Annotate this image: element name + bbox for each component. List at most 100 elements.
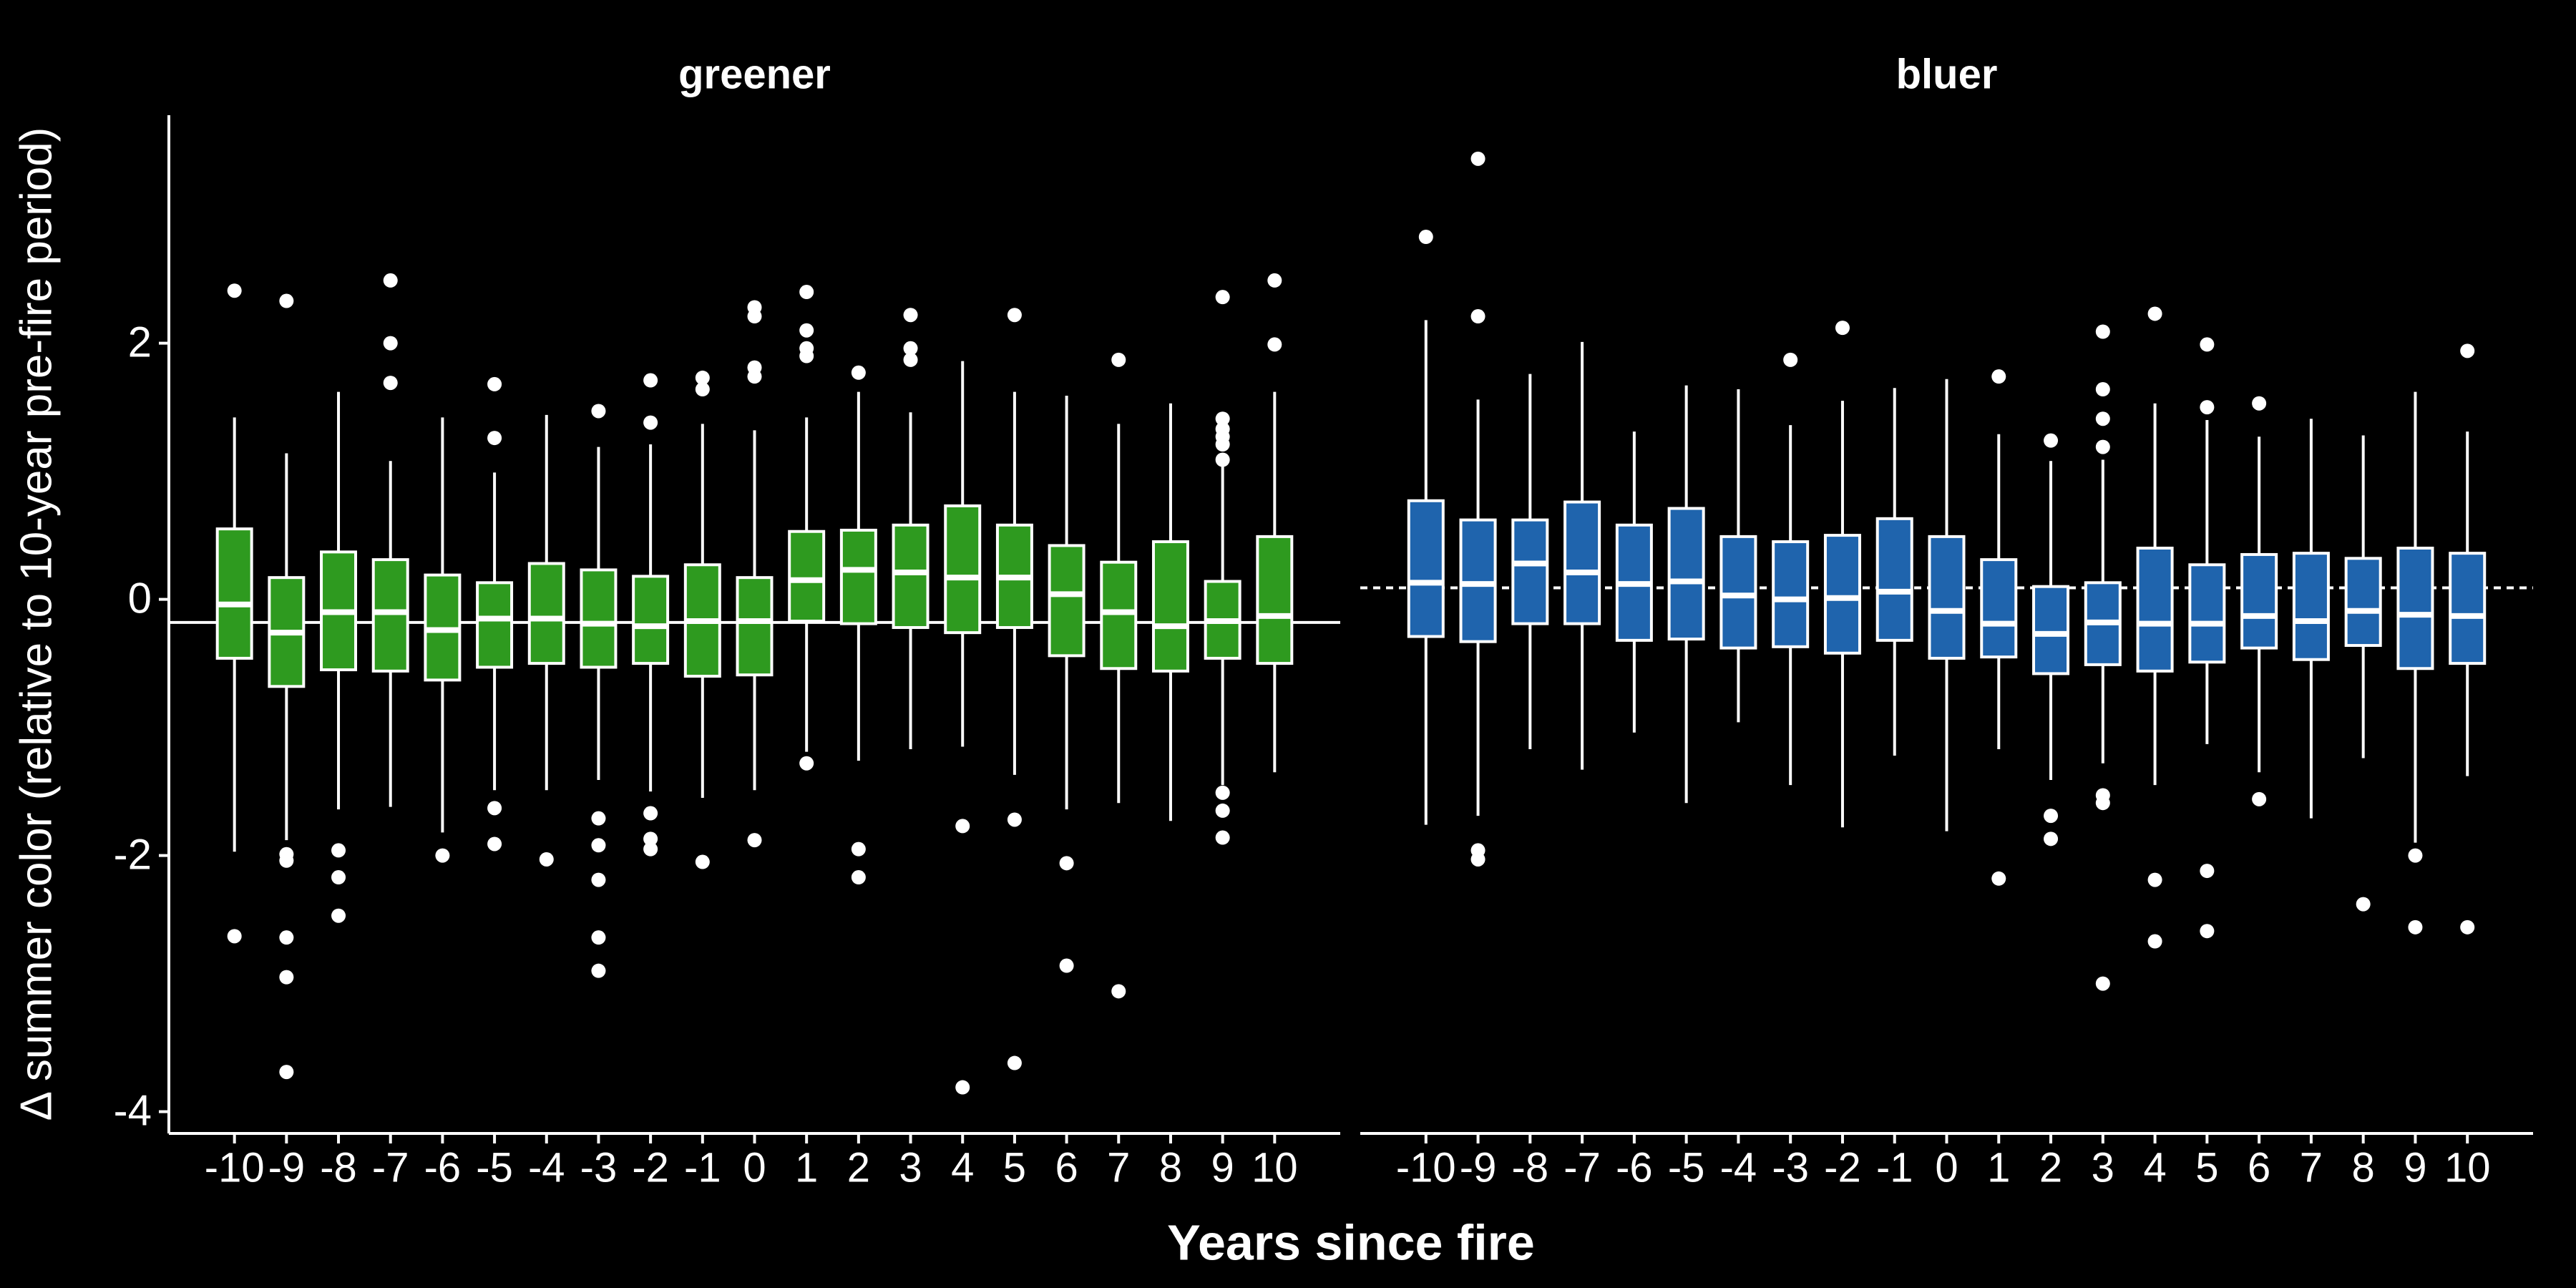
box <box>632 575 670 665</box>
outlier <box>1418 230 1433 245</box>
outlier <box>1007 308 1022 323</box>
box <box>2188 563 2226 664</box>
box <box>944 504 982 635</box>
box <box>892 523 930 629</box>
outlier <box>955 1080 970 1095</box>
outlier <box>591 838 606 853</box>
outlier <box>747 309 762 324</box>
x-tick-label: 0 <box>1935 1144 1958 1191</box>
x-tick-label: 4 <box>2143 1144 2166 1191</box>
x-tick-label: -6 <box>424 1144 462 1191</box>
box <box>527 562 565 665</box>
outlier <box>1059 856 1074 871</box>
outlier <box>2095 976 2110 991</box>
x-tick-label: -4 <box>528 1144 565 1191</box>
outlier <box>487 801 502 816</box>
outlier <box>383 336 398 351</box>
outlier <box>2408 848 2423 863</box>
outlier <box>279 930 294 945</box>
x-tick-label: -4 <box>1720 1144 1757 1191</box>
outlier <box>331 870 346 885</box>
box <box>839 528 877 625</box>
outlier <box>643 373 658 388</box>
x-tick-label: 2 <box>2039 1144 2062 1191</box>
outlier <box>1470 151 1485 166</box>
outlier <box>2095 382 2110 397</box>
outlier <box>1267 337 1282 352</box>
outlier <box>1470 309 1485 324</box>
outlier <box>799 323 814 338</box>
x-tick-label: -5 <box>476 1144 513 1191</box>
x-axis-label: Years since fire <box>1167 1214 1535 1270</box>
x-tick-label: 2 <box>847 1144 870 1191</box>
box <box>1823 534 1861 655</box>
outlier <box>903 341 918 356</box>
outlier <box>591 963 606 978</box>
outlier <box>2200 924 2215 939</box>
x-tick-label: -8 <box>1512 1144 1549 1191</box>
x-tick-label: 6 <box>1055 1144 1078 1191</box>
box <box>2032 585 2070 675</box>
outlier <box>1783 352 1798 367</box>
outlier <box>747 833 762 848</box>
box <box>1407 499 1445 638</box>
outlier <box>1007 812 1022 827</box>
x-tick-label: 9 <box>2404 1144 2426 1191</box>
outlier <box>2044 433 2059 448</box>
y-tick-label: -4 <box>114 1086 152 1134</box>
outlier <box>2095 411 2110 426</box>
outlier <box>1215 437 1230 452</box>
outlier <box>2095 796 2110 811</box>
outlier <box>1835 321 1850 336</box>
outlier <box>747 369 762 384</box>
x-tick-label: -7 <box>372 1144 409 1191</box>
outlier <box>591 930 606 945</box>
x-tick-label: 10 <box>1252 1144 1298 1191</box>
outlier <box>2095 439 2110 454</box>
box <box>2292 552 2330 661</box>
panel-title: bluer <box>1896 51 1998 97</box>
outlier <box>591 872 606 887</box>
x-tick-label: 3 <box>899 1144 922 1191</box>
outlier <box>2147 306 2162 321</box>
box <box>1719 535 1757 650</box>
x-tick-label: -1 <box>1876 1144 1913 1191</box>
outlier <box>2460 343 2475 358</box>
y-tick-label: 0 <box>128 574 152 622</box>
x-tick-label: 8 <box>1159 1144 1182 1191</box>
x-tick-label: 4 <box>951 1144 974 1191</box>
box <box>1459 518 1497 643</box>
outlier <box>643 831 658 847</box>
outlier <box>487 431 502 446</box>
outlier <box>2252 791 2267 806</box>
x-tick-label: 6 <box>2248 1144 2270 1191</box>
outlier <box>1267 273 1282 288</box>
outlier <box>1111 984 1126 999</box>
outlier <box>1111 352 1126 367</box>
box <box>1256 535 1294 665</box>
box <box>1151 540 1189 673</box>
x-tick-label: -3 <box>1772 1144 1809 1191</box>
x-tick-label: -10 <box>1396 1144 1456 1191</box>
outlier <box>1215 411 1230 426</box>
y-tick-label: 2 <box>128 318 152 366</box>
x-tick-label: -1 <box>684 1144 721 1191</box>
x-tick-label: 5 <box>1003 1144 1026 1191</box>
x-tick-label: 8 <box>2352 1144 2375 1191</box>
outlier <box>2356 897 2371 912</box>
box <box>1928 535 1966 660</box>
outlier <box>591 811 606 826</box>
x-tick-label: -7 <box>1563 1144 1601 1191</box>
outlier <box>851 870 866 885</box>
outlier <box>1007 1055 1022 1070</box>
x-tick-label: -6 <box>1616 1144 1653 1191</box>
outlier <box>1215 803 1230 818</box>
x-tick-label: 0 <box>743 1144 766 1191</box>
outlier <box>1470 852 1485 867</box>
box <box>580 568 618 669</box>
outlier <box>2200 864 2215 879</box>
outlier <box>2408 919 2423 935</box>
outlier <box>1215 785 1230 800</box>
x-tick-label: 9 <box>1211 1144 1234 1191</box>
outlier <box>2200 337 2215 352</box>
